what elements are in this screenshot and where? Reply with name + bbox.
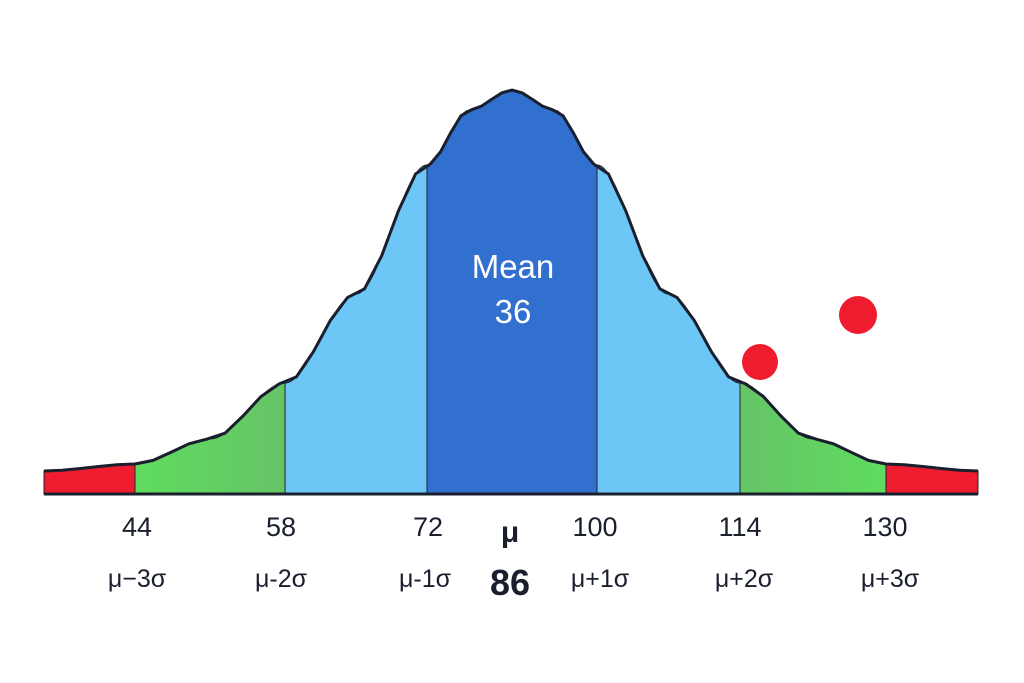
outlier-point <box>839 296 877 334</box>
tick-value: 130 <box>862 512 908 542</box>
distribution-curve <box>43 88 979 473</box>
mean-value-label: 36 <box>494 293 532 330</box>
tick-value: 114 <box>718 512 762 542</box>
tick-sigma-label: μ+3σ <box>860 565 920 593</box>
band--1-to-1-sigma <box>426 89 598 495</box>
mu-value: 86 <box>489 562 531 603</box>
mu-symbol: μ <box>500 516 520 549</box>
tick-value: 100 <box>572 512 618 542</box>
tick-value: 72 <box>412 512 444 542</box>
tick-sigma-label: μ-2σ <box>254 565 308 593</box>
band--2-to--1-sigma <box>284 164 428 495</box>
band-1-to-2-sigma <box>596 164 741 495</box>
tick-sigma-label: μ-1σ <box>398 565 452 593</box>
tick-value: 58 <box>265 512 297 542</box>
tick-sigma-label: μ−3σ <box>107 565 167 593</box>
tick-sigma-label: μ+1σ <box>570 565 630 593</box>
outlier-point <box>742 344 778 380</box>
tick-value: 44 <box>121 512 153 542</box>
tick-sigma-label: μ+2σ <box>714 565 774 593</box>
mean-label: Mean <box>471 248 555 285</box>
